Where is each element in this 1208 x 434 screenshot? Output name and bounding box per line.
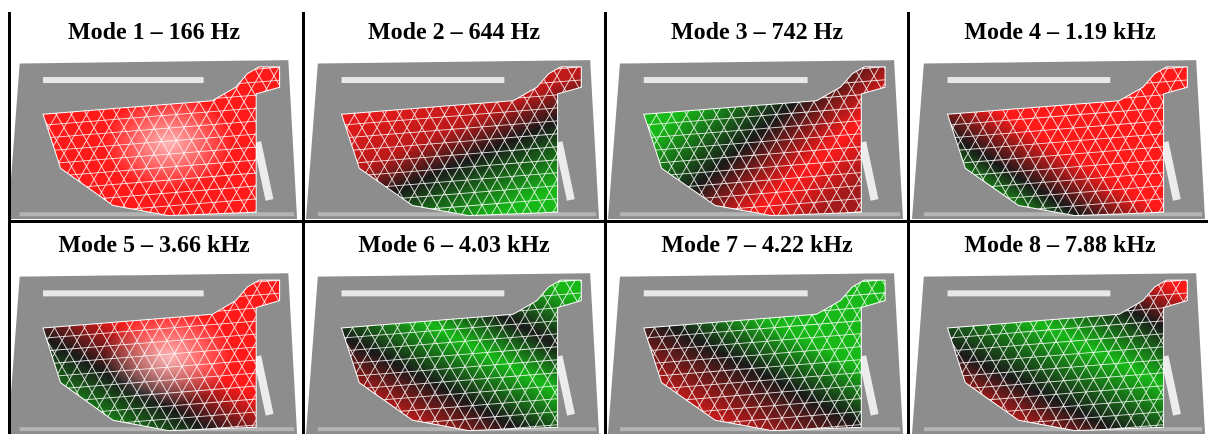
mode-title: Mode 8 – 7.88 kHz	[964, 232, 1156, 258]
mesh-outline	[946, 279, 1188, 432]
mode-title: Mode 4 – 1.19 kHz	[964, 19, 1156, 45]
mode-shape-highlight	[104, 95, 233, 191]
mesh-outline	[42, 279, 281, 432]
mode-shape-image	[912, 60, 1206, 219]
plate-rail	[341, 77, 505, 84]
plate-edge	[19, 212, 295, 217]
mesh-outline	[340, 66, 582, 217]
grid-divider	[604, 12, 607, 434]
mesh-outline	[643, 66, 886, 217]
plate-rail	[43, 77, 204, 84]
mode-shape-highlight	[104, 309, 233, 405]
mode-panel-8: Mode 8 – 7.88 kHz	[912, 225, 1208, 434]
plate-rail	[947, 77, 1111, 84]
plate-slot	[253, 355, 274, 416]
mode-title: Mode 3 – 742 Hz	[671, 19, 843, 45]
plate-edge	[923, 212, 1203, 217]
mode-shape-image	[306, 60, 600, 219]
plate-slot	[554, 355, 575, 416]
mode-shape-image	[8, 273, 298, 434]
plate-edge	[317, 212, 597, 217]
mode-shape-image	[306, 273, 600, 434]
plate-edge	[923, 427, 1203, 432]
mode-shape-image	[608, 60, 904, 219]
plate-edge	[619, 212, 901, 217]
plate-slot	[1160, 141, 1181, 201]
grid-divider	[302, 12, 305, 434]
mode-title: Mode 2 – 644 Hz	[368, 19, 540, 45]
grid-divider	[8, 12, 11, 434]
plate-rail	[43, 290, 204, 297]
grid-divider	[907, 12, 910, 434]
mode-title: Mode 5 – 3.66 kHz	[58, 232, 250, 258]
mode-title: Mode 6 – 4.03 kHz	[358, 232, 550, 258]
plate-rail	[341, 290, 505, 297]
mode-shape-surface	[947, 280, 1188, 431]
mesh-outline	[643, 279, 886, 432]
mode-shape-image	[608, 273, 904, 434]
mode-panel-4: Mode 4 – 1.19 kHz	[912, 12, 1208, 219]
mode-panel-5: Mode 5 – 3.66 kHz	[8, 225, 300, 434]
plate-edge	[19, 427, 295, 432]
plate-slot	[1160, 355, 1181, 416]
plate-slot	[554, 141, 575, 201]
plate-slot	[858, 141, 879, 201]
grid-divider	[8, 220, 1208, 223]
mode-panel-1: Mode 1 – 166 Hz	[8, 12, 300, 219]
mesh-outline	[946, 66, 1188, 217]
mode-panel-3: Mode 3 – 742 Hz	[608, 12, 906, 219]
plate-rail	[643, 77, 808, 84]
mode-title: Mode 1 – 166 Hz	[68, 19, 240, 45]
plate-slot	[253, 141, 274, 201]
plate-edge	[619, 427, 901, 432]
mesh-outline	[340, 279, 582, 432]
mode-shape-surface	[341, 280, 582, 431]
mode-panel-2: Mode 2 – 644 Hz	[306, 12, 602, 219]
plate-rail	[643, 290, 808, 297]
mode-shape-grid: Mode 1 – 166 Hz Mode 2 – 644 Hz Mode 3 –…	[8, 12, 1208, 434]
mode-panel-7: Mode 7 – 4.22 kHz	[608, 225, 906, 434]
mode-shape-image	[8, 60, 298, 219]
mesh-outline	[42, 66, 281, 217]
plate-edge	[317, 427, 597, 432]
mode-panel-6: Mode 6 – 4.03 kHz	[306, 225, 602, 434]
mode-title: Mode 7 – 4.22 kHz	[661, 232, 853, 258]
plate-rail	[947, 290, 1111, 297]
plate-slot	[858, 355, 879, 416]
mode-shape-image	[912, 273, 1206, 434]
